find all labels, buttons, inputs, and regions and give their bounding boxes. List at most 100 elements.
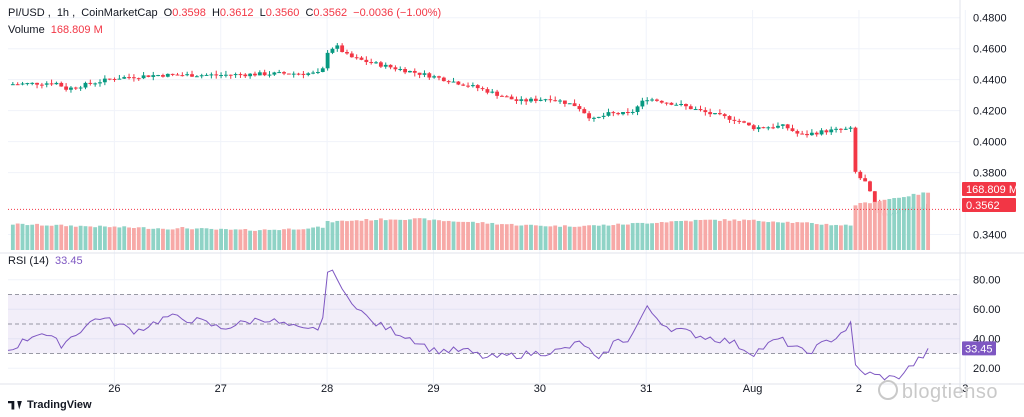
high-value: 0.3612	[219, 7, 254, 19]
volume-bar	[243, 229, 248, 250]
candle-body	[839, 128, 843, 130]
volume-bar	[93, 227, 98, 250]
candle-body	[219, 75, 223, 77]
volume-bar	[916, 194, 921, 250]
volume-bar	[378, 218, 383, 250]
volume-bar	[417, 218, 422, 250]
volume-bar	[112, 226, 117, 250]
volume-bar	[664, 222, 669, 250]
volume-bar	[330, 222, 335, 250]
volume-bars	[10, 192, 931, 250]
candle-body	[674, 104, 679, 106]
price-badge: 0.3562	[962, 198, 1016, 212]
price-tick-label: 0.3800	[973, 168, 1007, 180]
tradingview-logo[interactable]: TradingView	[8, 399, 92, 411]
volume-bar	[127, 227, 131, 250]
candle-body	[243, 74, 248, 77]
candle-body	[107, 78, 112, 80]
candle-body	[165, 73, 170, 77]
volume-bar	[146, 228, 151, 250]
volume-bar	[785, 221, 790, 250]
volume-bar	[538, 225, 543, 250]
volume-bar	[548, 226, 553, 250]
candle-body	[567, 103, 572, 105]
volume-bar	[10, 224, 15, 250]
candle-body	[621, 112, 625, 115]
candle-body	[432, 76, 437, 78]
volume-bar	[524, 224, 529, 250]
candle-body	[684, 104, 688, 107]
tradingview-logo-icon	[8, 400, 22, 410]
volume-bar	[829, 225, 834, 250]
candle-body	[504, 96, 509, 98]
source-label: CoinMarketCap	[81, 7, 158, 19]
volume-bar	[316, 226, 320, 250]
volume-bar	[887, 198, 892, 250]
volume-bar	[616, 223, 621, 250]
volume-bar	[751, 219, 756, 250]
candle-body	[98, 82, 102, 84]
candle-body	[717, 113, 722, 115]
candle-body	[645, 100, 650, 102]
low-value: 0.3560	[265, 7, 300, 19]
volume-bar	[717, 220, 722, 250]
volume-bar	[30, 224, 35, 250]
volume-badge-text: 168.809 M	[966, 184, 1018, 196]
candle-body	[301, 73, 306, 75]
volume-bar	[843, 224, 848, 250]
time-tick-label: 27	[215, 383, 227, 395]
volume-bar	[611, 225, 616, 250]
price-axis: 0.4800 0.4600 0.4400 0.4200 0.4000 0.3800 0.34…	[973, 13, 1007, 376]
volume-bar	[897, 197, 901, 250]
volume-bar	[345, 221, 349, 250]
candle-body	[446, 81, 451, 83]
volume-bar	[88, 226, 93, 250]
volume-bar	[824, 223, 829, 250]
volume-bar	[582, 225, 587, 250]
candle-body	[282, 72, 286, 74]
volume-bar	[553, 225, 558, 250]
candle-body	[49, 83, 54, 85]
volume-bar	[606, 225, 611, 250]
volume-bar	[470, 221, 475, 250]
volume-bar	[882, 199, 887, 250]
candle-body	[761, 127, 766, 129]
candle-body	[562, 100, 567, 104]
volume-bar	[190, 229, 194, 250]
rsi-tick-label: 20.00	[973, 363, 1001, 375]
time-tick-label: 26	[108, 383, 120, 395]
candle-body	[272, 72, 277, 75]
volume-bar	[185, 228, 190, 250]
candle-body	[461, 84, 466, 86]
volume-bar	[180, 227, 185, 250]
volume-bar	[558, 226, 562, 250]
volume-bar	[572, 226, 577, 250]
volume-bar	[107, 227, 112, 250]
volume-bar	[688, 221, 693, 250]
volume-bar	[800, 222, 805, 250]
volume-bar	[625, 224, 630, 250]
candle-body	[398, 68, 403, 70]
volume-bar	[732, 219, 737, 250]
candle-body	[199, 75, 204, 77]
candle-body	[606, 112, 611, 116]
volume-bar	[635, 222, 640, 250]
volume-bar	[39, 225, 44, 250]
volume-bar	[233, 229, 238, 250]
volume-bar	[83, 226, 88, 250]
volume-bar	[780, 222, 785, 250]
candle-body	[291, 73, 296, 75]
price-tick-label: 0.4400	[973, 75, 1007, 87]
candle-body	[223, 74, 228, 76]
volume-bar	[872, 201, 877, 250]
watermark: blogtienso	[877, 380, 998, 404]
candle-body	[776, 125, 780, 128]
candle-body	[214, 74, 219, 76]
volume-bar	[901, 197, 906, 250]
volume-bar	[587, 225, 592, 250]
candle-body	[480, 88, 485, 90]
candle-body	[771, 127, 776, 129]
volume-bar	[863, 202, 868, 250]
volume-bar	[44, 225, 49, 250]
